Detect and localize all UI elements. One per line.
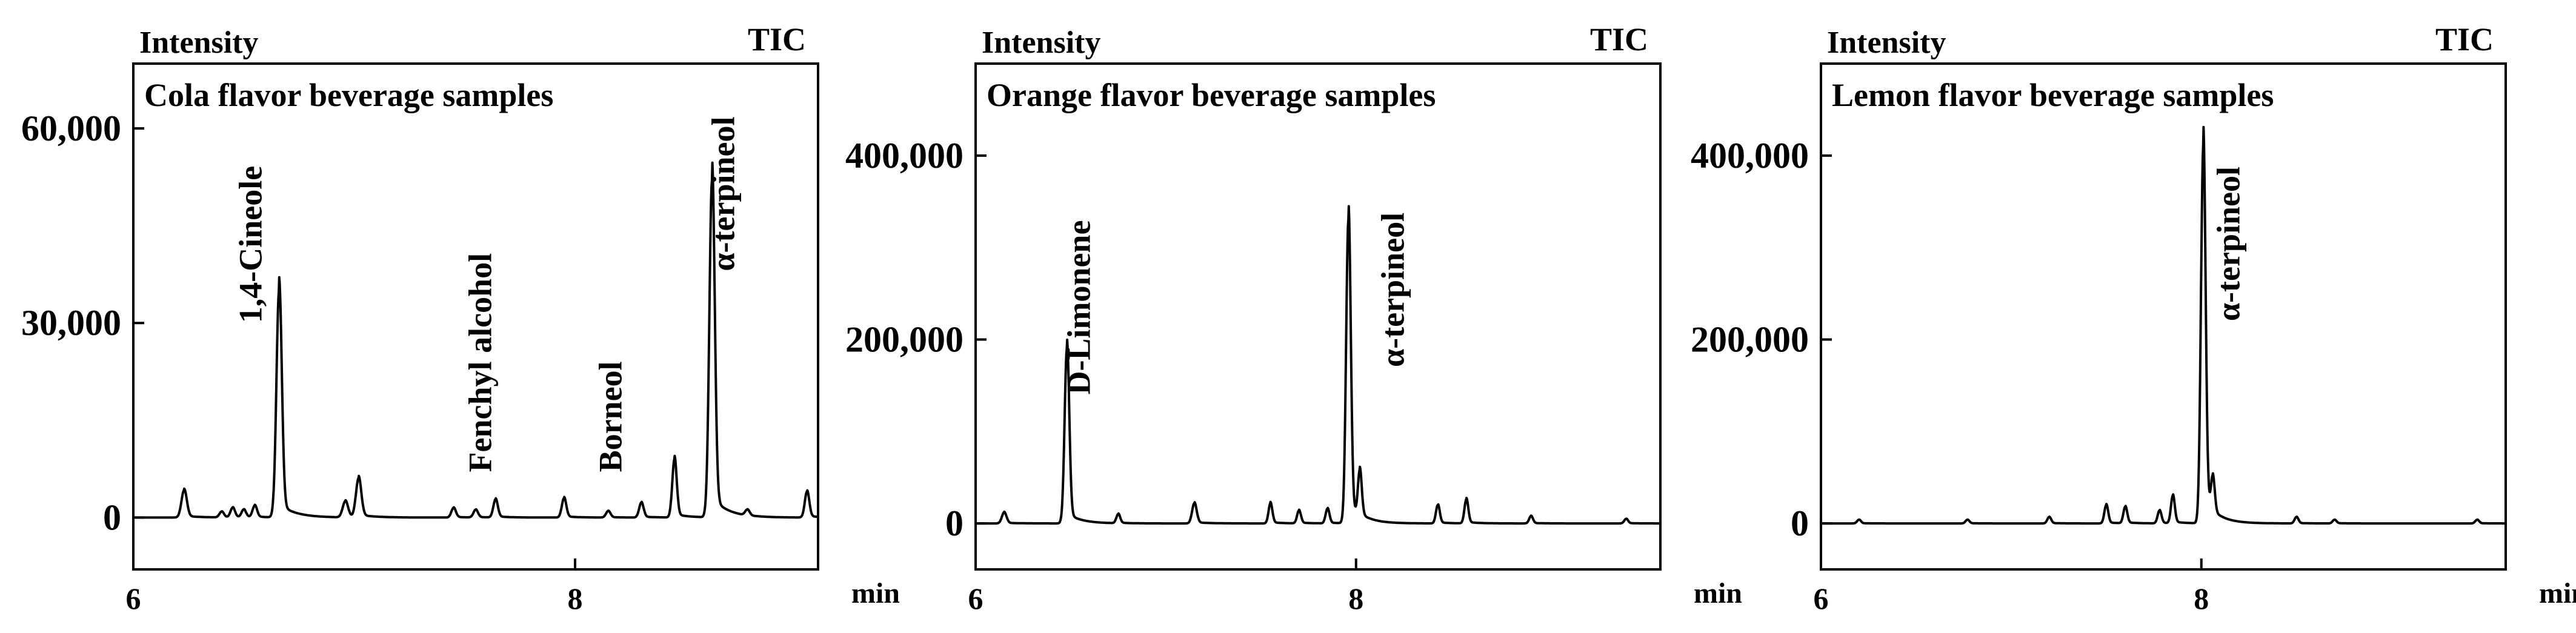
x-tick-label: 6	[968, 582, 983, 615]
panel-title: Orange flavor beverage samples	[987, 77, 1436, 113]
peak-label: α-terpineol	[705, 116, 741, 271]
y-tick-label: 60,000	[21, 108, 121, 148]
chart-panel-3: 0 200,000 400,000 6 8 Intensity TIC min Lemon fl…	[1691, 21, 2576, 615]
x-tick-label: 8	[568, 582, 583, 615]
peak-label: 1,4-Cineole	[232, 166, 268, 323]
x-axis-label: min	[851, 577, 900, 609]
y-tick-label: 400,000	[845, 136, 964, 176]
tic-label: TIC	[2435, 21, 2494, 58]
x-tick-label: 8	[1348, 582, 1363, 615]
peak-label: D-Limonene	[1060, 220, 1097, 395]
chart-panel-2: 0 200,000 400,000 6 8 Intensity TIC min Orange f…	[845, 21, 1742, 615]
chromatogram-trace	[132, 161, 819, 519]
chromatogram-trace	[974, 205, 1662, 525]
peak-label: Borneol	[593, 361, 629, 472]
y-tick-label: 0	[945, 503, 964, 543]
peak-label: α-terpineol	[2211, 167, 2247, 321]
x-axis-label: min	[2539, 577, 2576, 609]
peak-label: Fenchyl alcohol	[462, 253, 499, 472]
chart-panel-1: 0 30,000 60,000 6 8 Intensity TIC min Cola flavo…	[21, 21, 900, 615]
plot-frame	[974, 62, 1662, 571]
tic-label: TIC	[1590, 21, 1648, 58]
x-axis-label: min	[1694, 577, 1742, 609]
x-tick-label: 6	[1814, 582, 1829, 615]
y-axis-label: Intensity	[982, 25, 1100, 60]
plot-frame	[132, 62, 819, 571]
y-tick-label: 400,000	[1691, 136, 1809, 176]
y-tick-label: 0	[103, 497, 121, 537]
panel-title: Lemon flavor beverage samples	[1832, 77, 2274, 113]
y-tick-label: 30,000	[21, 303, 121, 343]
y-tick-label: 0	[1791, 503, 1809, 543]
plot-frame	[1820, 62, 2507, 571]
x-tick-label: 6	[126, 582, 141, 615]
y-tick-label: 200,000	[1691, 319, 1809, 359]
y-axis-label: Intensity	[139, 25, 258, 60]
chromatogram-trace	[1820, 125, 2507, 525]
panel-title: Cola flavor beverage samples	[144, 77, 553, 113]
x-tick-label: 8	[2194, 582, 2209, 615]
y-axis-label: Intensity	[1827, 25, 1946, 60]
y-tick-label: 200,000	[845, 319, 964, 359]
peak-label: α-terpineol	[1374, 213, 1411, 367]
tic-label: TIC	[748, 21, 806, 58]
